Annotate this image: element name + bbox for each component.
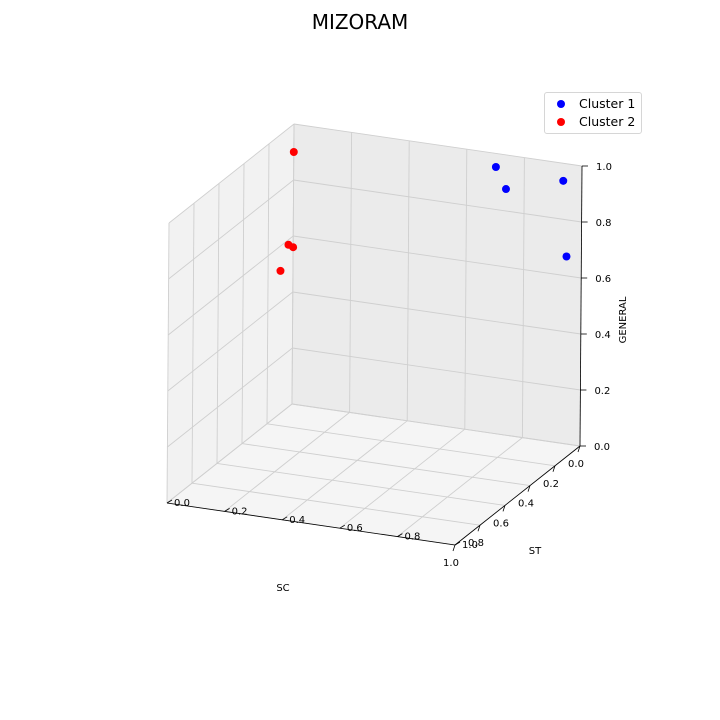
- point-cluster-2-2: [276, 266, 285, 275]
- grid-y-wall-0: [291, 123, 295, 405]
- grid-z-wall-a-5: [168, 123, 295, 224]
- x-axis-line: [166, 502, 456, 546]
- x-axis-label: SC: [276, 583, 289, 594]
- grid-x-floor-3: [216, 462, 506, 506]
- y-tick-0: [166, 499, 173, 504]
- x-tick-label-2: 0.4: [518, 499, 534, 510]
- legend-label-cluster-1: Cluster 1: [579, 96, 636, 111]
- legend-marker-cluster-2: [557, 117, 565, 126]
- z-tick-label-1: 0.2: [594, 386, 610, 397]
- grid-x-floor-2: [241, 443, 531, 487]
- point-cluster-1-1: [501, 185, 510, 194]
- y-tick-label-5: 1.0: [462, 540, 478, 551]
- axis-ticks: 0.0 0.0 0.0 0.2 0.2 0.2 0.4 0.4 0.4 0.6 0.6 0.6 0.8 0…: [166, 162, 612, 569]
- legend-marker-cluster-1: [557, 99, 565, 108]
- z-axis-line: [579, 165, 583, 447]
- y-tick-label-1: 0.2: [232, 506, 248, 517]
- z-tick-label-5: 1.0: [596, 162, 612, 173]
- y-tick-5: [454, 541, 461, 546]
- z-tick-label-0: 0.0: [594, 442, 610, 453]
- grid-y-floor-3: [339, 428, 466, 529]
- x-tick-label-4: 0.8: [468, 538, 484, 549]
- x-tick-label-1: 0.2: [543, 479, 559, 490]
- point-cluster-1-2: [559, 176, 568, 185]
- x-tick-label-0: 0.0: [568, 459, 584, 470]
- grid-z-wall-b-2: [292, 291, 581, 335]
- legend: Cluster 1 Cluster 2: [544, 92, 642, 134]
- point-cluster-1-0: [491, 163, 500, 171]
- grid-z-wall-a-4: [168, 179, 294, 280]
- grid-y-floor-4: [397, 437, 523, 537]
- grid-x-wall-5: [166, 222, 170, 504]
- grid-z-wall-b-0: [291, 403, 581, 447]
- grid-z-wall-a-0: [166, 403, 293, 504]
- grid-z-wall-b-5: [293, 123, 583, 167]
- y-tick-2: [281, 516, 288, 521]
- grid-z-wall-b-4: [293, 179, 582, 223]
- grid-y-wall-4: [521, 157, 525, 438]
- y-tick-label-4: 0.8: [404, 532, 420, 543]
- grid-x-floor-1: [266, 423, 556, 467]
- point-cluster-1-3: [562, 252, 571, 261]
- data-points: [276, 148, 571, 275]
- y-tick-label-0: 0.0: [174, 498, 190, 509]
- pane-yz: [292, 124, 582, 446]
- grid-z-wall-b-1: [292, 347, 581, 391]
- grid-y-floor-1: [224, 412, 350, 512]
- x-tick-4: [477, 525, 481, 532]
- x-tick-5: [452, 544, 456, 552]
- z-tick-label-2: 0.4: [595, 330, 611, 341]
- x-tick-label-5: 1.0: [443, 558, 459, 569]
- x-tick-label-3: 0.6: [493, 518, 509, 529]
- y-tick-1: [224, 508, 230, 512]
- pane-xy: [167, 404, 580, 545]
- x-tick-2: [527, 485, 531, 492]
- grid-x-wall-4: [191, 203, 195, 484]
- y-tick-label-3: 0.6: [347, 523, 363, 534]
- z-tick-label-4: 0.8: [596, 218, 612, 229]
- grid-y-wall-1: [349, 132, 353, 413]
- point-cluster-2-0: [289, 148, 298, 156]
- grid-z-wall-a-3: [167, 235, 294, 336]
- pane-xz: [167, 124, 294, 503]
- z-tick-label-3: 0.6: [595, 274, 611, 285]
- y-tick-label-2: 0.4: [289, 515, 305, 526]
- x-tick-0: [577, 445, 581, 453]
- y-tick-4: [397, 533, 403, 537]
- grid-x-wall-1: [266, 143, 270, 424]
- x-tick-1: [552, 465, 556, 472]
- y-axis-line: [454, 445, 581, 546]
- grid-z-wall-b-3: [293, 235, 582, 279]
- y-tick-3: [339, 524, 346, 529]
- grid-y-wall-3: [464, 149, 468, 430]
- axis-panes: [167, 124, 582, 545]
- y-axis-label: ST: [529, 546, 542, 557]
- legend-item-cluster-2: Cluster 2: [557, 113, 635, 131]
- grid-y-floor-2: [281, 420, 408, 521]
- point-cluster-2-3: [284, 240, 293, 249]
- grid-z-wall-a-2: [167, 291, 294, 392]
- grid-x-wall-2: [241, 163, 245, 444]
- grid-z-wall-a-1: [167, 347, 293, 448]
- legend-item-cluster-1: Cluster 1: [557, 95, 635, 113]
- grid-x-wall-3: [216, 183, 220, 464]
- grid-x-floor-4: [191, 482, 481, 526]
- z-axis-label: GENERAL: [618, 296, 629, 343]
- grid-y-wall-2: [406, 140, 410, 421]
- grid-lines: [166, 123, 583, 546]
- x-tick-3: [502, 505, 506, 512]
- chart-title: MIZORAM: [312, 10, 409, 34]
- legend-label-cluster-2: Cluster 2: [579, 114, 636, 129]
